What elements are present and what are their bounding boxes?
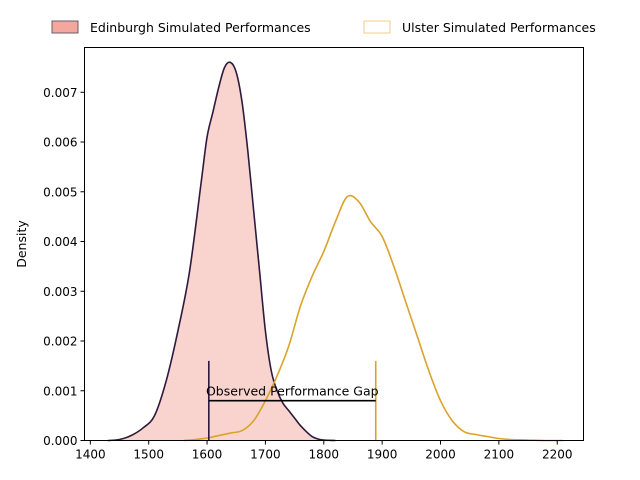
plot-frame [84, 47, 584, 441]
x-tick-label: 2100 [484, 448, 515, 462]
legend-label-ulster: Ulster Simulated Performances [402, 20, 596, 35]
legend-swatch-ulster [363, 20, 391, 34]
y-tick-label: 0.002 [43, 335, 77, 349]
x-tick-label: 1800 [309, 448, 340, 462]
legend-swatch-edinburgh [51, 20, 79, 34]
series-layer [107, 61, 564, 442]
x-tick-label: 1700 [250, 448, 281, 462]
y-tick-label: 0.004 [43, 235, 77, 249]
y-tick-label: 0.000 [43, 434, 77, 448]
y-tick-label: 0.006 [43, 136, 77, 150]
x-tick-label: 1900 [367, 448, 398, 462]
legend-label-edinburgh: Edinburgh Simulated Performances [90, 20, 311, 35]
gap-annotation: Observed Performance Gap [206, 384, 379, 399]
x-tick-label: 1500 [133, 448, 164, 462]
y-axis: 0.000 0.001 0.002 0.003 0.004 0.005 0.006 0.007 [43, 86, 85, 448]
series-0-area [107, 62, 336, 441]
marker-layer [208, 360, 377, 441]
x-tick-label: 2200 [542, 448, 573, 462]
x-axis: 1400 1500 1600 1700 1800 1900 2000 2100 2200 [75, 440, 573, 462]
y-axis-label: Density [14, 220, 29, 268]
y-tick-label: 0.003 [43, 285, 77, 299]
legend: Edinburgh Simulated Performances Ulster … [51, 20, 596, 35]
series-0-line [107, 61, 336, 442]
y-tick-label: 0.007 [43, 86, 77, 100]
x-tick-label: 2000 [425, 448, 456, 462]
x-tick-label: 1600 [192, 448, 223, 462]
series-1-line [183, 194, 564, 442]
y-tick-label: 0.005 [43, 185, 77, 199]
y-tick-label: 0.001 [43, 384, 77, 398]
x-tick-label: 1400 [75, 448, 106, 462]
